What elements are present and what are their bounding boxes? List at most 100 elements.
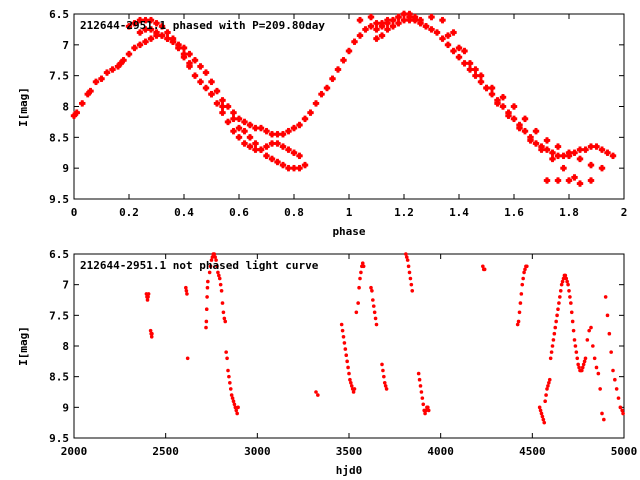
- unphased-data-point: [538, 408, 543, 413]
- phased-data-point: [213, 100, 221, 107]
- phased-data-point: [389, 23, 397, 30]
- unphased-data-point: [235, 411, 239, 416]
- phased-data-points: [70, 10, 617, 187]
- phased-data-point: [439, 35, 446, 42]
- unphased-data-point: [344, 353, 349, 358]
- phased-data-point: [117, 60, 124, 67]
- phased-x-tick-label: 2: [621, 206, 628, 219]
- phased-data-point: [274, 140, 281, 147]
- unphased-data-point: [523, 267, 527, 272]
- unphased-data-point: [349, 384, 354, 388]
- phased-data-point: [367, 23, 375, 30]
- phased-data-point: [147, 16, 155, 24]
- phased-data-point: [356, 16, 364, 24]
- unphased-data-point: [559, 282, 564, 287]
- unphased-x-tick-label: 2000: [61, 445, 88, 458]
- phased-data-point: [560, 152, 567, 160]
- phased-data-point: [373, 35, 380, 42]
- unphased-data-point: [342, 341, 347, 345]
- unphased-data-point: [556, 307, 560, 312]
- unphased-data-point: [539, 411, 544, 416]
- unphased-data-point: [384, 387, 389, 391]
- unphased-data-point: [228, 387, 233, 391]
- unphased-data-point: [569, 310, 574, 315]
- phased-y-tick-label: 8.5: [49, 131, 69, 144]
- unphased-data-point: [354, 310, 359, 315]
- phased-data-point: [521, 127, 529, 135]
- unphased-data-point: [343, 347, 348, 351]
- unphased-data-point: [417, 377, 422, 382]
- phased-data-point: [439, 16, 446, 24]
- unphased-data-point: [547, 381, 551, 385]
- unphased-data-point: [563, 273, 568, 278]
- phased-data-point: [257, 146, 265, 153]
- unphased-data-point: [596, 371, 601, 376]
- unphased-y-tick-label: 8.5: [49, 371, 69, 384]
- unphased-x-tick-label: 3500: [336, 445, 363, 458]
- unphased-data-point: [520, 282, 525, 287]
- unphased-data-point: [360, 261, 365, 266]
- phased-data-point: [158, 32, 166, 39]
- phased-data-point: [538, 146, 545, 153]
- unphased-data-point: [230, 396, 235, 400]
- unphased-data-point: [519, 292, 524, 296]
- unphased-data-point: [419, 390, 424, 394]
- unphased-data-point: [369, 285, 373, 290]
- phased-data-point: [268, 155, 276, 163]
- unphased-data-point: [549, 350, 554, 354]
- phased-y-tick-label: 7.5: [49, 70, 69, 83]
- phased-data-point: [527, 137, 534, 144]
- unphased-data-point: [567, 289, 571, 293]
- phased-data-point: [142, 38, 149, 45]
- phased-data-point: [230, 109, 237, 116]
- unphased-data-point: [148, 328, 153, 333]
- phased-data-point: [450, 29, 457, 36]
- unphased-data-point: [357, 285, 361, 290]
- unphased-data-point: [345, 359, 349, 364]
- phased-data-point: [428, 13, 435, 21]
- phased-data-point: [499, 103, 507, 110]
- phased-data-point: [186, 50, 193, 58]
- unphased-data-point: [571, 328, 576, 333]
- unphased-data-point: [558, 295, 562, 299]
- phased-data-point: [582, 146, 589, 153]
- phased-data-point: [461, 47, 468, 55]
- unphased-data-point: [314, 390, 318, 394]
- unphased-data-point: [207, 270, 212, 275]
- unphased-data-point: [515, 322, 520, 327]
- unphased-data-point: [213, 255, 217, 259]
- phased-data-point: [549, 155, 556, 163]
- phased-data-point: [296, 152, 303, 160]
- unphased-data-point: [583, 356, 588, 361]
- phased-data-point: [400, 10, 408, 18]
- phased-data-point: [290, 124, 298, 132]
- unphased-data-point: [564, 276, 569, 281]
- unphased-data-point: [620, 408, 624, 413]
- unphased-y-tick-label: 7: [62, 279, 69, 292]
- phased-data-point: [499, 94, 507, 101]
- phased-data-point: [230, 127, 237, 135]
- phased-data-point: [428, 26, 435, 33]
- phased-data-point: [246, 134, 254, 141]
- phased-data-point: [79, 100, 86, 107]
- unphased-data-point: [482, 267, 487, 272]
- phased-data-point: [131, 20, 138, 27]
- phased-data-point: [235, 134, 243, 141]
- unphased-data-point: [371, 298, 375, 302]
- unphased-data-point: [550, 344, 555, 348]
- phased-data-point: [571, 174, 578, 181]
- phased-data-point: [296, 121, 303, 129]
- unphased-data-point: [516, 319, 521, 324]
- unphased-data-point: [548, 356, 553, 361]
- phased-data-point: [571, 149, 578, 156]
- phased-data-point: [318, 90, 325, 98]
- unphased-data-point: [372, 310, 377, 315]
- unphased-data-point: [226, 368, 230, 373]
- unphased-data-point: [382, 374, 386, 379]
- unphased-data-point: [618, 405, 623, 410]
- unphased-data-point: [236, 405, 240, 410]
- unphased-data-point: [607, 331, 612, 336]
- phased-data-point: [279, 131, 287, 138]
- unphased-data-point: [349, 381, 353, 385]
- unphased-data-point: [580, 365, 585, 370]
